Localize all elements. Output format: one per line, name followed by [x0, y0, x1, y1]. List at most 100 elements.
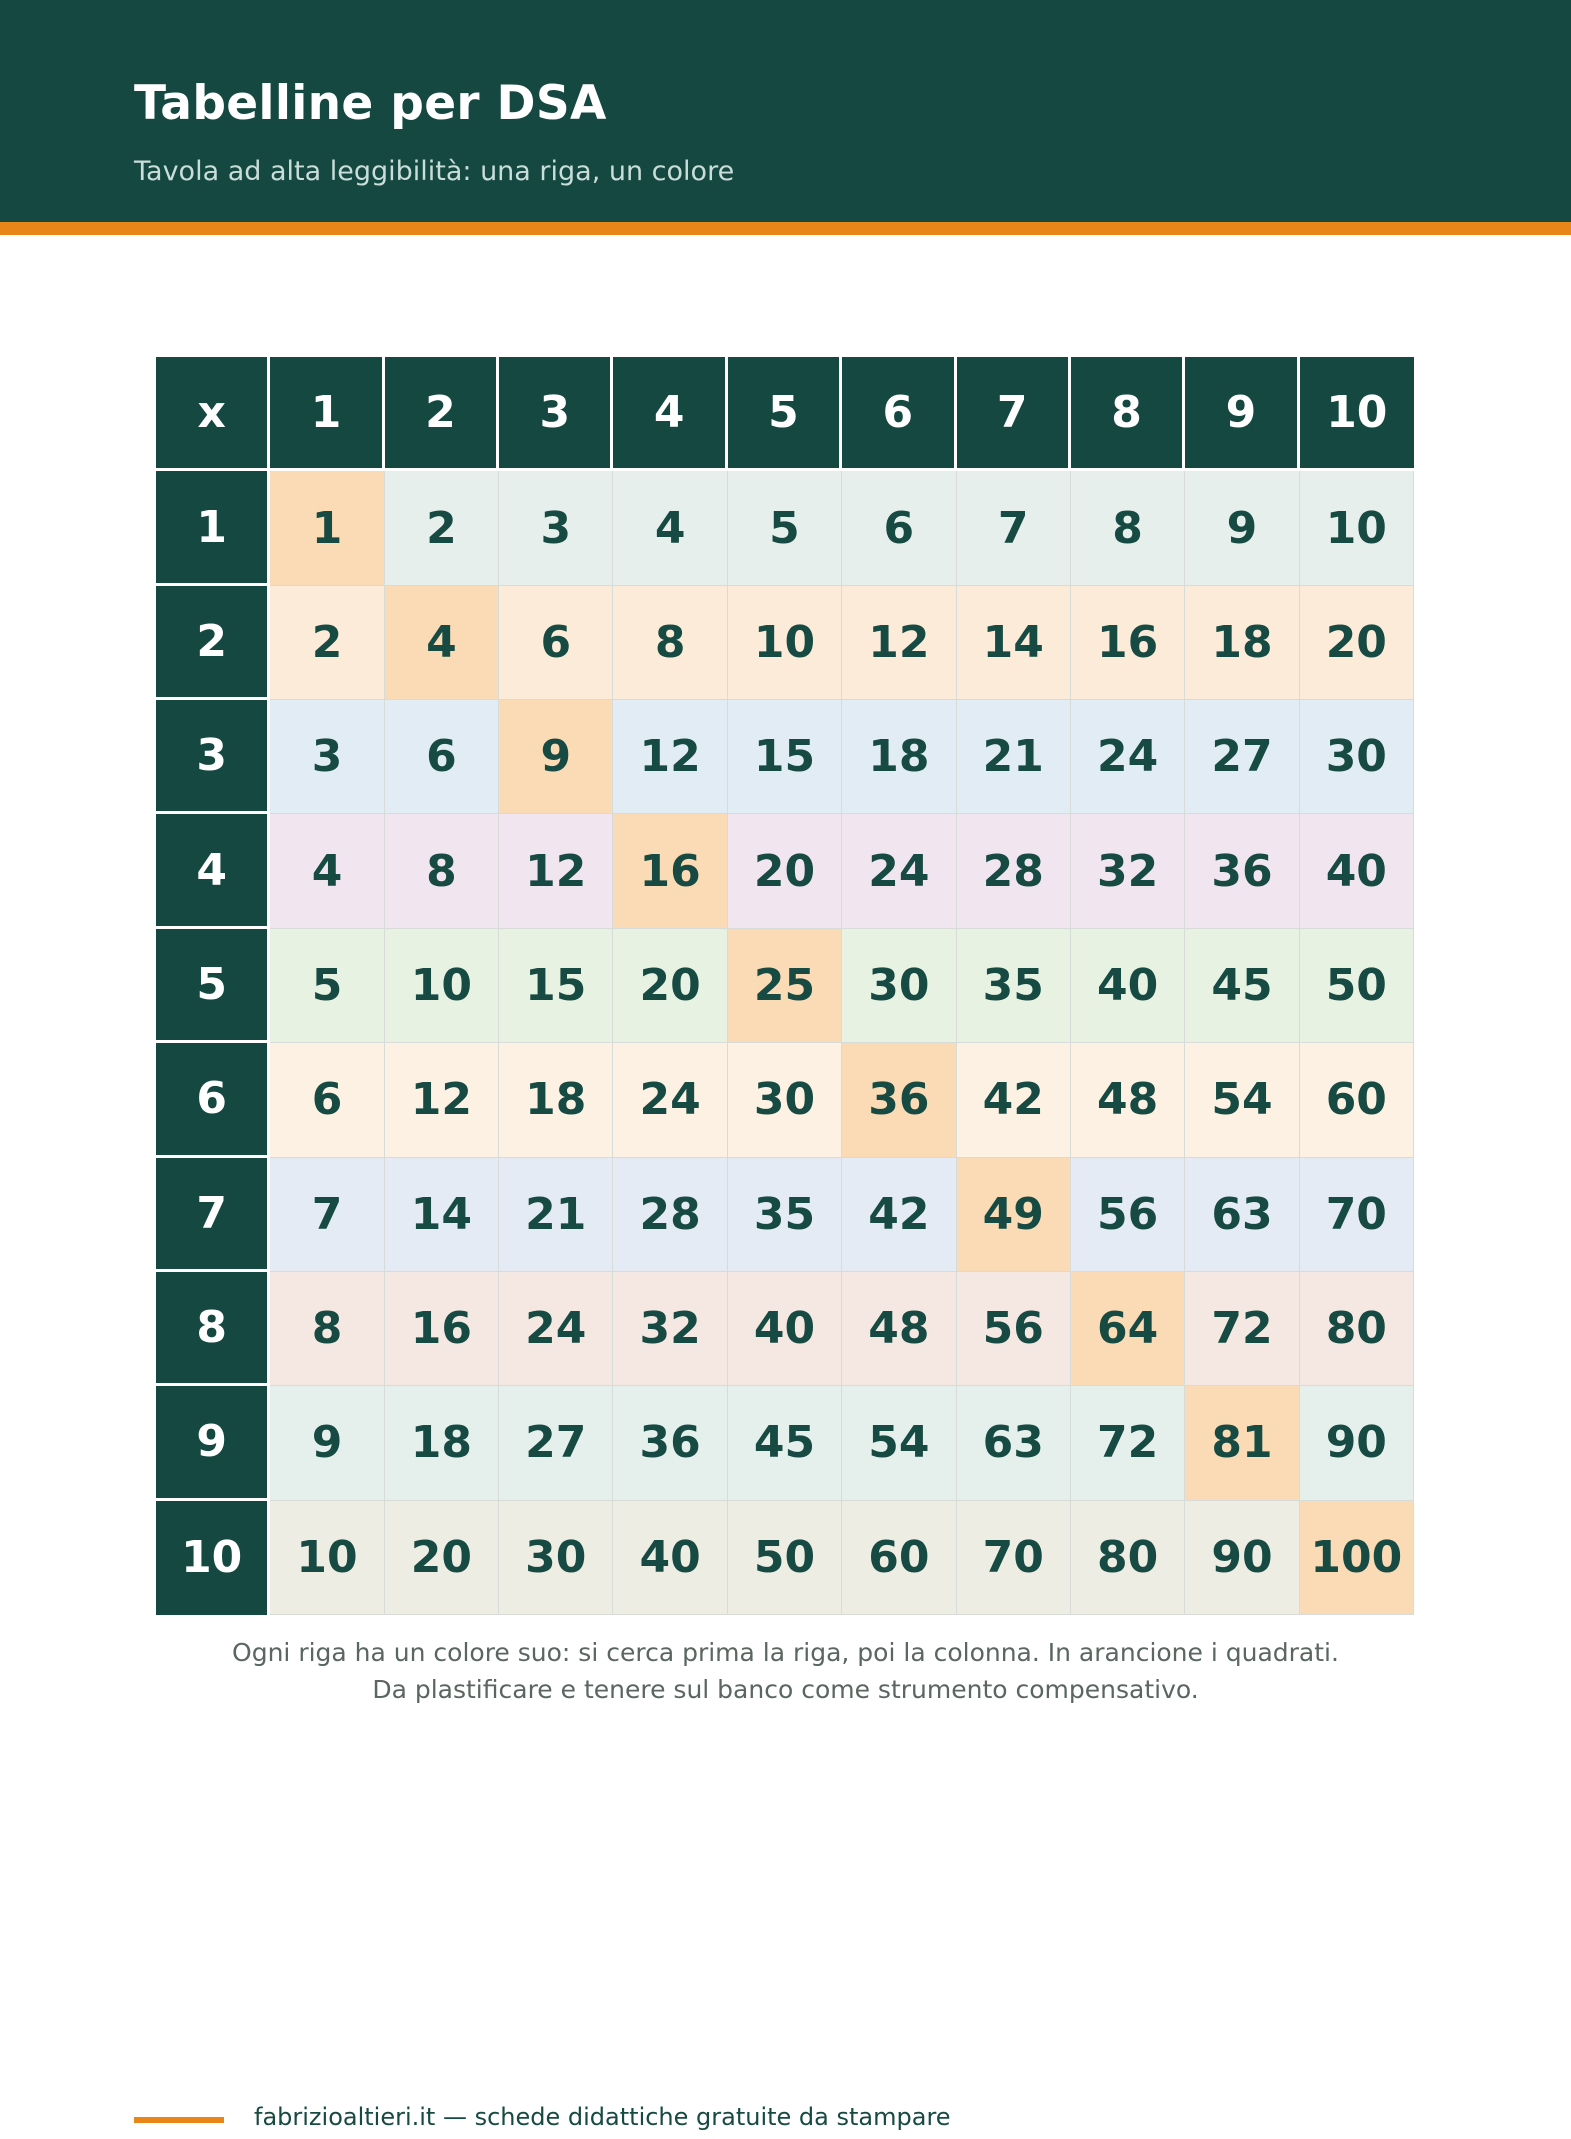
product-cell: 6: [270, 1043, 385, 1158]
product-cell: 24: [842, 814, 957, 929]
product-cell: 14: [956, 585, 1071, 701]
product-cell: 12: [499, 814, 614, 929]
product-cell: 56: [1070, 1157, 1186, 1272]
column-header-4: 4: [613, 357, 728, 472]
product-cell: 45: [727, 1386, 843, 1501]
product-cell: 16: [1070, 585, 1186, 701]
product-cell: 6: [384, 700, 500, 815]
product-cell: 40: [727, 1271, 843, 1387]
column-header-6: 6: [842, 357, 957, 472]
product-cell: 8: [613, 585, 728, 701]
square-cell: 16: [613, 814, 728, 929]
multiplication-table: x 1 2 3 4 5 6 7 8 9 10 1 1 2 3 4 5 6 7 8 9 10 2 2 4 6 8 10 12 14 16 18 2…: [156, 357, 1414, 1615]
product-cell: 35: [727, 1157, 843, 1272]
product-cell: 18: [384, 1386, 500, 1501]
column-header-8: 8: [1070, 357, 1186, 472]
column-header-7: 7: [956, 357, 1071, 472]
product-cell: 40: [613, 1500, 728, 1615]
product-cell: 10: [1299, 471, 1414, 586]
product-cell: 18: [1185, 585, 1300, 701]
page-title: Tabelline per DSA: [134, 76, 607, 131]
product-cell: 60: [1299, 1043, 1414, 1158]
product-cell: 12: [613, 700, 728, 815]
product-cell: 9: [270, 1386, 385, 1501]
product-cell: 16: [384, 1271, 500, 1387]
footer-text: fabrizioaltieri.it — schede didattiche g…: [254, 2103, 951, 2131]
column-header-2: 2: [384, 357, 500, 472]
row-header-2: 2: [156, 585, 271, 701]
product-cell: 12: [384, 1043, 500, 1158]
product-cell: 30: [499, 1500, 614, 1615]
product-cell: 40: [1299, 814, 1414, 929]
product-cell: 27: [1185, 700, 1300, 815]
row-header-3: 3: [156, 700, 271, 815]
header-accent-bar: [0, 222, 1571, 235]
product-cell: 21: [956, 700, 1071, 815]
row-header-4: 4: [156, 814, 271, 929]
product-cell: 27: [499, 1386, 614, 1501]
product-cell: 20: [384, 1500, 500, 1615]
product-cell: 63: [956, 1386, 1071, 1501]
product-cell: 4: [270, 814, 385, 929]
product-cell: 28: [613, 1157, 728, 1272]
product-cell: 35: [956, 928, 1071, 1044]
product-cell: 50: [1299, 928, 1414, 1044]
product-cell: 54: [1185, 1043, 1300, 1158]
product-cell: 30: [842, 928, 957, 1044]
product-cell: 32: [1070, 814, 1186, 929]
product-cell: 8: [384, 814, 500, 929]
square-cell: 25: [727, 928, 843, 1044]
square-cell: 64: [1070, 1271, 1186, 1387]
product-cell: 42: [956, 1043, 1071, 1158]
square-cell: 49: [956, 1157, 1071, 1272]
column-header-5: 5: [727, 357, 843, 472]
product-cell: 15: [499, 928, 614, 1044]
product-cell: 24: [613, 1043, 728, 1158]
page-subtitle: Tavola ad alta leggibilità: una riga, un…: [134, 156, 735, 187]
row-header-9: 9: [156, 1386, 271, 1501]
product-cell: 15: [727, 700, 843, 815]
header-band: [0, 0, 1571, 222]
product-cell: 7: [270, 1157, 385, 1272]
product-cell: 4: [613, 471, 728, 586]
note-line-2: Da plastificare e tenere sul banco come …: [372, 1675, 1199, 1704]
product-cell: 2: [384, 471, 500, 586]
square-cell: 1: [270, 471, 385, 586]
row-header-8: 8: [156, 1271, 271, 1387]
product-cell: 45: [1185, 928, 1300, 1044]
product-cell: 8: [1070, 471, 1186, 586]
product-cell: 90: [1185, 1500, 1300, 1615]
product-cell: 28: [956, 814, 1071, 929]
product-cell: 5: [270, 928, 385, 1044]
product-cell: 32: [613, 1271, 728, 1387]
square-cell: 4: [384, 585, 500, 701]
product-cell: 20: [1299, 585, 1414, 701]
row-header-6: 6: [156, 1043, 271, 1158]
product-cell: 42: [842, 1157, 957, 1272]
product-cell: 36: [1185, 814, 1300, 929]
note-line-1: Ogni riga ha un colore suo: si cerca pri…: [232, 1638, 1339, 1667]
product-cell: 18: [842, 700, 957, 815]
product-cell: 48: [842, 1271, 957, 1387]
row-header-5: 5: [156, 928, 271, 1044]
product-cell: 72: [1070, 1386, 1186, 1501]
product-cell: 21: [499, 1157, 614, 1272]
product-cell: 30: [1299, 700, 1414, 815]
row-header-7: 7: [156, 1157, 271, 1272]
product-cell: 56: [956, 1271, 1071, 1387]
column-header-1: 1: [270, 357, 385, 472]
product-cell: 10: [384, 928, 500, 1044]
footer-accent-bar: [134, 2117, 224, 2123]
product-cell: 54: [842, 1386, 957, 1501]
product-cell: 90: [1299, 1386, 1414, 1501]
product-cell: 14: [384, 1157, 500, 1272]
row-header-1: 1: [156, 471, 271, 586]
product-cell: 3: [499, 471, 614, 586]
product-cell: 8: [270, 1271, 385, 1387]
column-header-3: 3: [499, 357, 614, 472]
product-cell: 6: [842, 471, 957, 586]
corner-header-cell: x: [156, 357, 271, 472]
square-cell: 81: [1185, 1386, 1300, 1501]
column-header-10: 10: [1299, 357, 1414, 472]
square-cell: 9: [499, 700, 614, 815]
